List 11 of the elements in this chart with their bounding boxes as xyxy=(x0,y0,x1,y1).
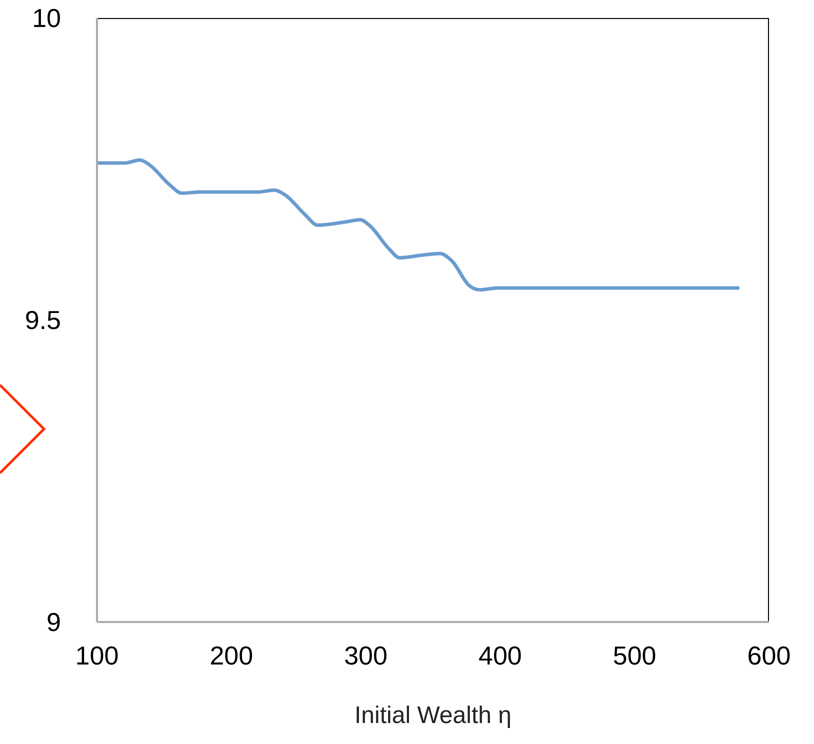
y-tick-label: 9 xyxy=(46,607,61,638)
x-tick-label: 600 xyxy=(747,640,791,670)
x-tick-label: 400 xyxy=(478,640,522,670)
x-axis-title: Initial Wealth η xyxy=(354,702,512,730)
x-tick-label: 300 xyxy=(344,640,388,670)
x-tick-label: 500 xyxy=(612,640,656,670)
line-series xyxy=(97,158,742,292)
x-tick-label: 200 xyxy=(210,640,254,670)
x-tick-label: 100 xyxy=(75,640,119,670)
y-tick-label: 10 xyxy=(32,3,61,34)
y-tick-label: 9.5 xyxy=(24,305,61,336)
